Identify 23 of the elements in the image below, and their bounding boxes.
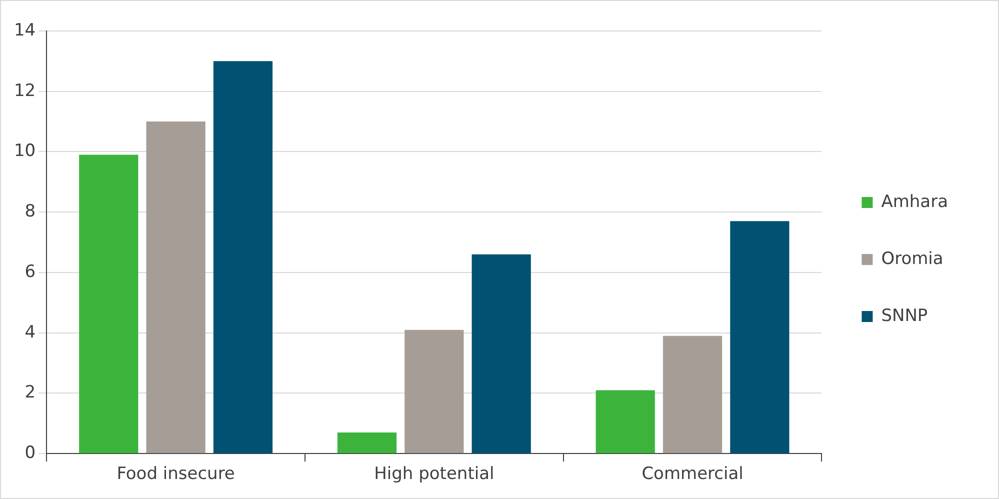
y-tick-label: 10 <box>14 141 36 162</box>
y-tick-label: 12 <box>14 80 36 101</box>
bar <box>730 221 790 454</box>
y-tick-label: 14 <box>14 20 36 40</box>
x-tick-label: High potential <box>374 464 494 484</box>
x-tick-label: Commercial <box>642 464 744 484</box>
y-tick-label: 8 <box>24 202 36 222</box>
bar <box>146 122 206 454</box>
bar <box>596 390 655 454</box>
y-tick-label: 6 <box>24 262 36 282</box>
legend-label: Amhara <box>881 192 948 212</box>
x-tick-label: Food insecure <box>116 464 235 484</box>
legend-label: Oromia <box>881 248 944 269</box>
y-tick-label: 0 <box>24 443 36 464</box>
bar <box>472 254 531 454</box>
y-tick-label: 2 <box>24 382 36 403</box>
bar <box>662 336 722 454</box>
bar <box>337 432 397 454</box>
legend-label: SNNP <box>881 306 928 326</box>
bar <box>79 154 138 454</box>
bar <box>404 330 464 454</box>
y-tick-label: 4 <box>24 322 36 342</box>
bar <box>213 61 273 454</box>
